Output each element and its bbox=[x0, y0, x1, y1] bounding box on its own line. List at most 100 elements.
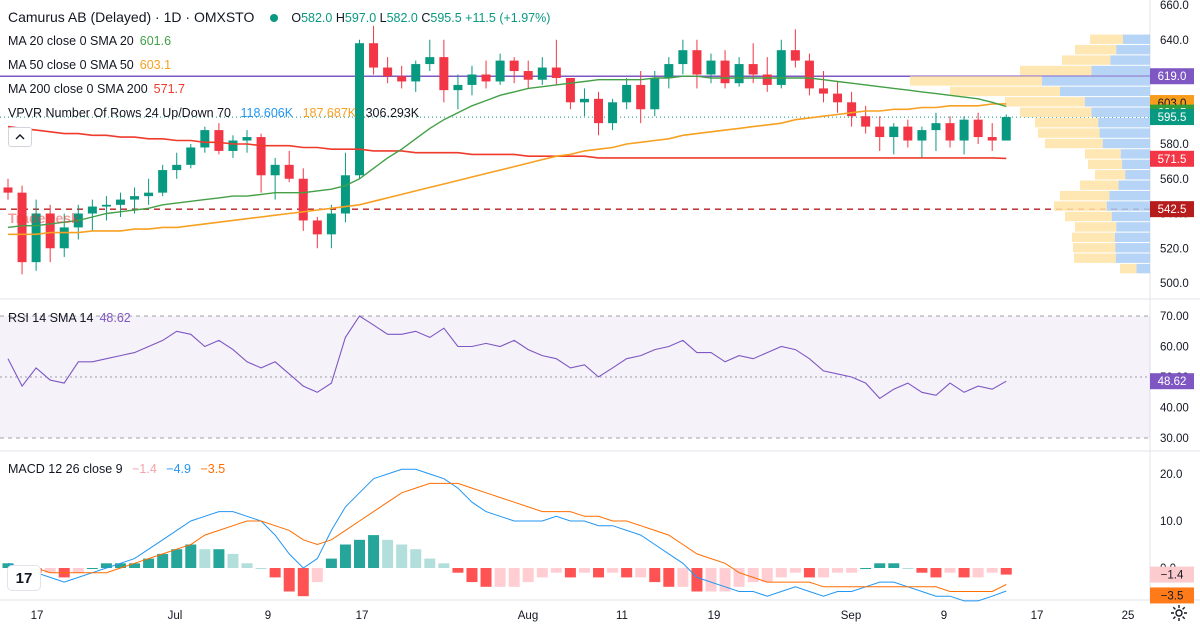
rsi-legend[interactable]: RSI 14 SMA 14 48.62 bbox=[8, 311, 131, 325]
volume-profile-bar bbox=[1099, 128, 1150, 138]
settings-gear-icon[interactable] bbox=[1170, 604, 1188, 622]
ma200-line bbox=[7, 125, 1007, 160]
candle-body bbox=[242, 137, 252, 141]
macd-histogram-bar bbox=[775, 568, 787, 578]
macd-histogram-bar bbox=[382, 539, 394, 568]
macd-histogram-bar bbox=[817, 568, 829, 578]
candle-body bbox=[509, 60, 519, 72]
macd-histogram-bar bbox=[607, 568, 619, 573]
macd-histogram-bar bbox=[916, 568, 928, 573]
symbol-title[interactable]: Camurus AB (Delayed) · 1D · OMXSTO bbox=[8, 9, 255, 25]
macd-histogram-bar bbox=[171, 549, 183, 568]
volume-profile-bar bbox=[1109, 190, 1150, 201]
candle-body bbox=[326, 213, 336, 235]
macd-histogram-bar bbox=[789, 568, 801, 573]
candle-body bbox=[298, 178, 308, 221]
ma50-legend[interactable]: MA 50 close 0 SMA 50 603.1 bbox=[8, 58, 172, 72]
macd-histogram-bar bbox=[466, 568, 478, 583]
rsi-tag-bg bbox=[1150, 373, 1194, 390]
candle-body bbox=[692, 50, 702, 75]
time-axis-label: 25 bbox=[1122, 610, 1135, 622]
macd-legend[interactable]: MACD 12 26 close 9 −1.4 −4.9 −3.5 bbox=[8, 462, 226, 476]
volume-profile-bar bbox=[1125, 170, 1150, 180]
candle-body bbox=[115, 199, 125, 205]
macd-histogram-bar bbox=[227, 553, 239, 568]
candle-body bbox=[973, 119, 983, 138]
price-tag-text: 571.5 bbox=[1158, 154, 1187, 166]
volume-profile-bar bbox=[1122, 159, 1150, 170]
candle-body bbox=[945, 123, 955, 141]
volume-profile-bar bbox=[1020, 65, 1092, 76]
volume-profile-bar bbox=[1038, 128, 1100, 138]
candle-body bbox=[312, 220, 322, 235]
macd-histogram-bar bbox=[635, 568, 647, 578]
macd-histogram-bar bbox=[803, 568, 815, 578]
candle-body bbox=[579, 98, 589, 103]
macd-histogram-bar bbox=[958, 568, 970, 578]
candle-body bbox=[439, 57, 449, 91]
ma50-line bbox=[8, 103, 1007, 236]
price-axis-tick: 660.0 bbox=[1160, 0, 1189, 12]
candle-body bbox=[17, 192, 27, 263]
volume-profile-bar bbox=[1115, 243, 1150, 253]
candle-body bbox=[537, 67, 547, 80]
volume-profile-bar bbox=[1098, 117, 1150, 128]
time-axis-label: 17 bbox=[1031, 610, 1044, 622]
macd-histogram-bar bbox=[677, 568, 689, 587]
candle-body bbox=[608, 102, 618, 124]
macd-histogram-bar bbox=[241, 563, 253, 568]
price-tag: 595.5 bbox=[1150, 109, 1194, 126]
rsi-axis-tick: 70.00 bbox=[1160, 311, 1189, 323]
ma20-legend[interactable]: MA 20 close 0 SMA 20 601.6 bbox=[8, 34, 172, 48]
ma200-legend[interactable]: MA 200 close 0 SMA 200 571.7 bbox=[8, 82, 185, 96]
macd-histogram-bar bbox=[733, 568, 745, 587]
macd-histogram-bar bbox=[297, 568, 309, 597]
volume-profile-bar bbox=[1116, 222, 1150, 232]
candle-body bbox=[790, 50, 800, 61]
macd-histogram-bar bbox=[747, 568, 759, 583]
macd-tag-text: −3.5 bbox=[1161, 590, 1184, 602]
macd-histogram-bar bbox=[339, 544, 351, 568]
price-tag-text: 542.5 bbox=[1158, 204, 1187, 216]
volume-profile-bar bbox=[1054, 201, 1107, 211]
candle-body bbox=[762, 74, 772, 85]
rsi-line bbox=[7, 315, 1007, 400]
time-axis-label: 9 bbox=[941, 610, 947, 622]
symbol-legend: Camurus AB (Delayed) · 1D · OMXSTO O582.… bbox=[8, 9, 551, 25]
volume-profile-bar bbox=[1090, 34, 1123, 44]
time-axis-label: Aug bbox=[518, 610, 538, 622]
candle-body bbox=[636, 84, 646, 110]
collapse-legend-button[interactable] bbox=[8, 127, 32, 147]
macd-histogram-bar bbox=[536, 568, 548, 578]
price-tag-text: 595.5 bbox=[1158, 112, 1187, 124]
volume-profile-bar bbox=[1005, 97, 1085, 107]
volume-profile-bar bbox=[1118, 180, 1150, 190]
volume-profile-bar bbox=[1065, 211, 1112, 222]
tradingview-logo[interactable]: 17 bbox=[8, 566, 40, 590]
candle-body bbox=[228, 140, 238, 151]
macd-histogram-bar bbox=[438, 563, 450, 568]
macd-histogram-bar bbox=[578, 568, 590, 573]
candle-body bbox=[565, 77, 575, 103]
price-axis-tick: 520.0 bbox=[1160, 243, 1189, 255]
candle-body bbox=[889, 126, 899, 138]
macd-histogram-bar bbox=[564, 568, 576, 578]
candle-body bbox=[1001, 117, 1011, 141]
volume-profile-bar bbox=[1072, 232, 1115, 243]
time-axis-label: 9 bbox=[265, 610, 271, 622]
time-axis-label: Sep bbox=[841, 610, 861, 622]
chevron-up-icon bbox=[15, 134, 25, 140]
vpvr-legend[interactable]: VPVR Number Of Rows 24 Up/Down 70 118.60… bbox=[8, 106, 420, 120]
volume-profile-bar bbox=[1073, 243, 1116, 253]
volume-profile-bar bbox=[950, 86, 1060, 97]
macd-line bbox=[7, 468, 1007, 602]
volume-profile-bar bbox=[1084, 97, 1150, 107]
price-tag-bg bbox=[1150, 68, 1194, 85]
volume-profile-bar bbox=[1091, 107, 1150, 117]
signal-line bbox=[8, 482, 1007, 592]
volume-profile-bar bbox=[1075, 222, 1117, 232]
macd-histogram-bar bbox=[902, 568, 914, 569]
price-tag: 542.5 bbox=[1150, 201, 1194, 218]
